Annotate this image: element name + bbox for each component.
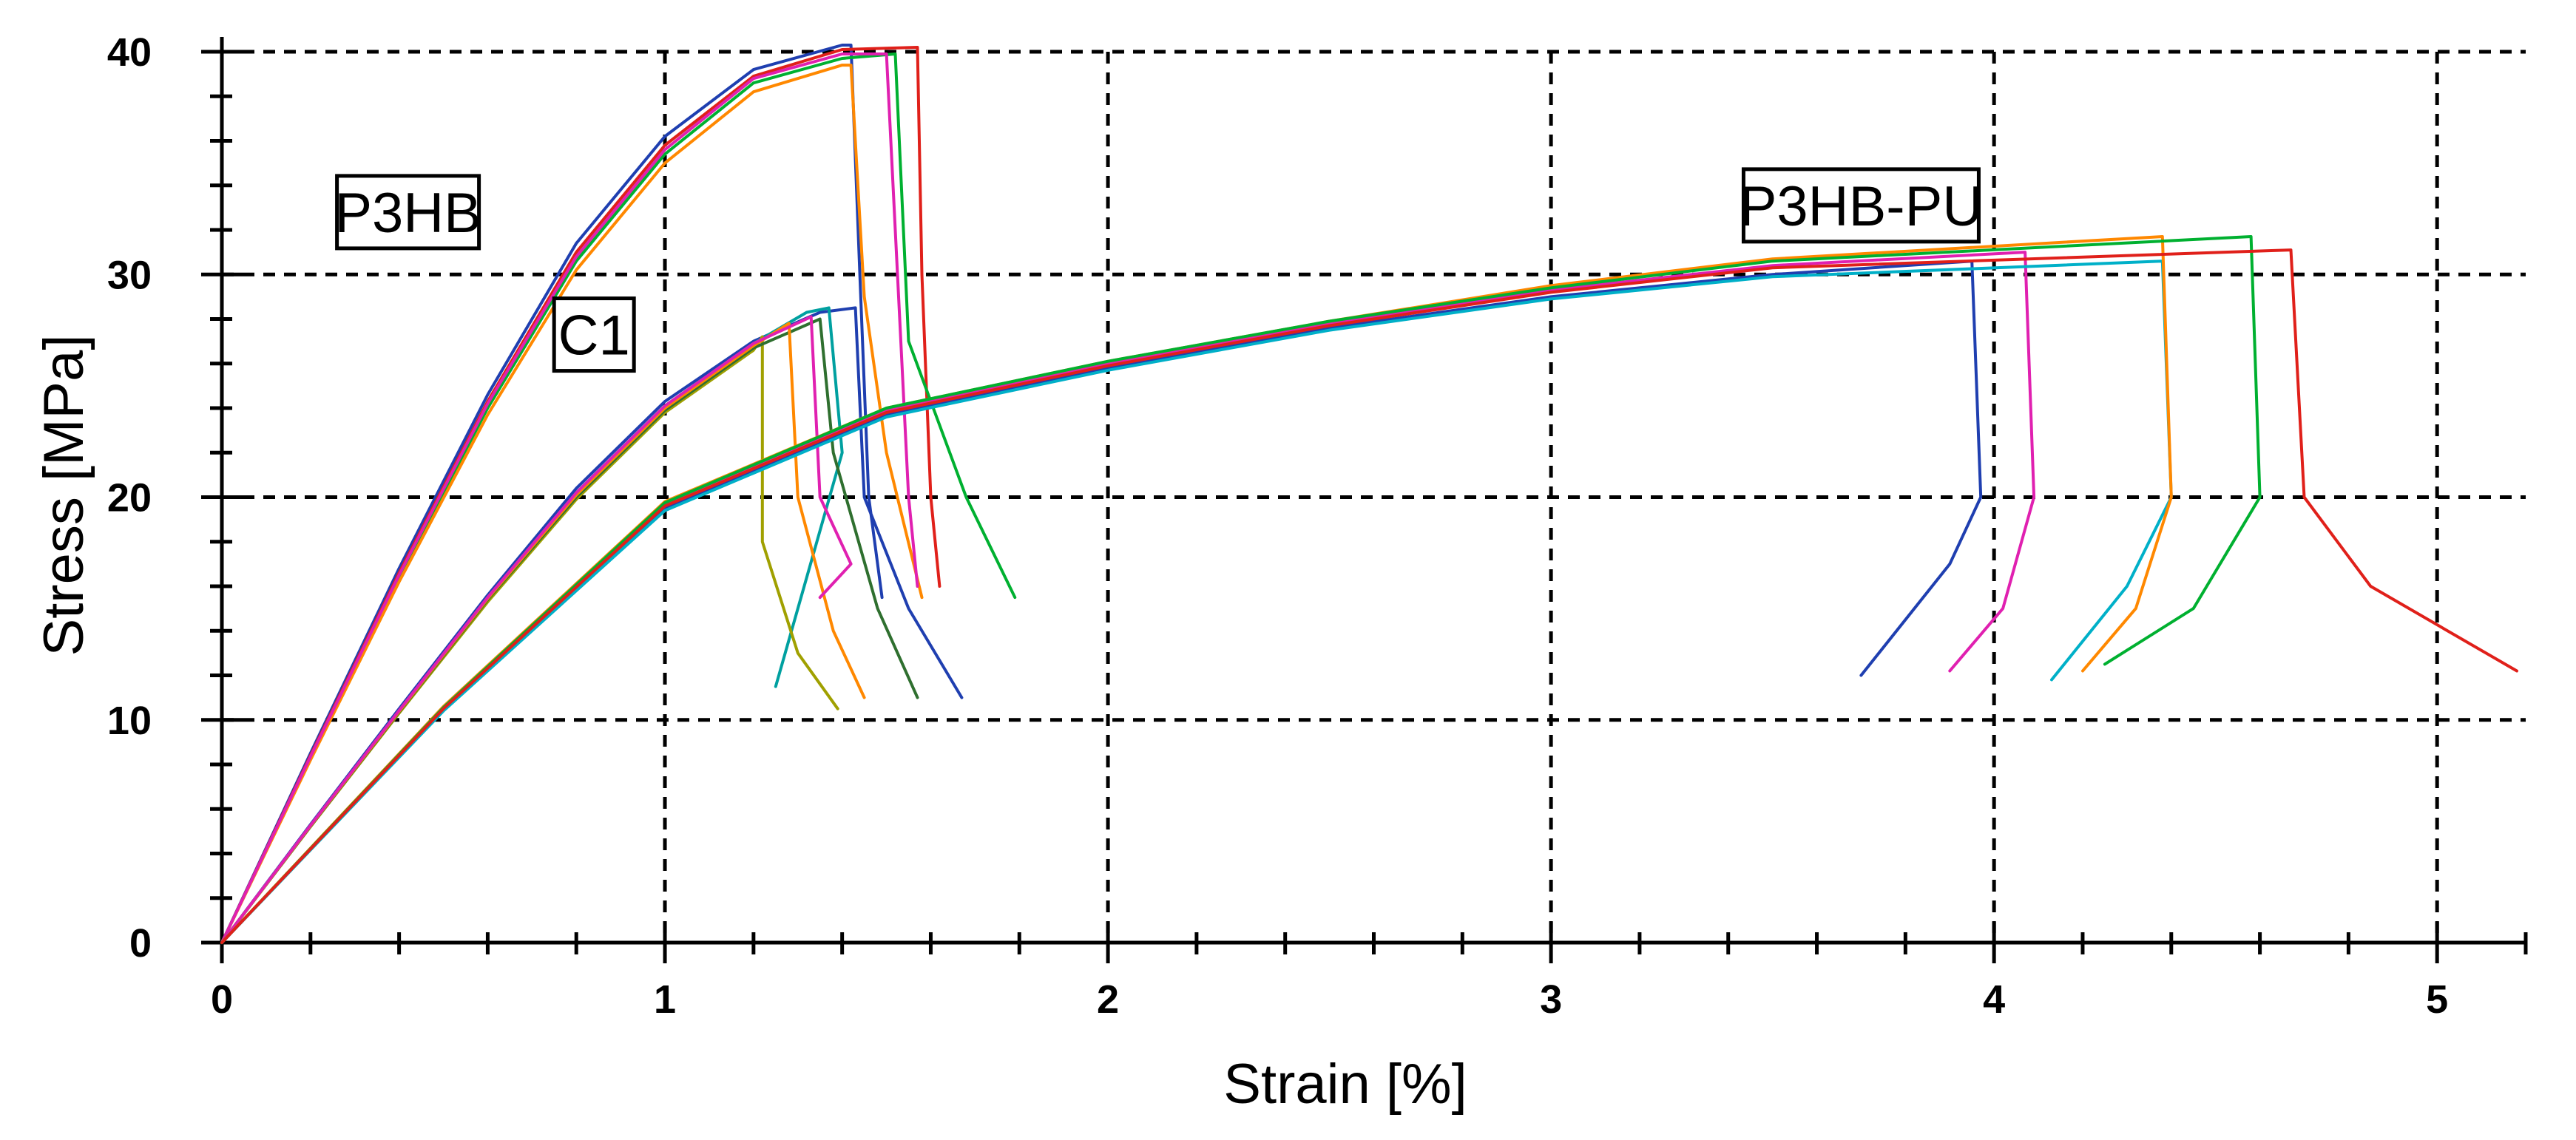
- axes: [201, 37, 2528, 963]
- x-tick-label: 2: [1097, 977, 1119, 1022]
- series-line: [220, 64, 924, 944]
- tick-labels: 0 1 2 3 4 5 0 10 20 30 40: [107, 30, 2448, 1022]
- y-tick-label: 20: [107, 476, 152, 520]
- x-tick-label: 5: [2426, 977, 2448, 1022]
- x-tick-label: 4: [1983, 977, 2005, 1022]
- x-tick-label: 0: [211, 977, 233, 1022]
- annotation-box: [335, 174, 481, 251]
- annotation-label: P3HB: [334, 182, 481, 245]
- y-tick-label: 40: [107, 30, 152, 75]
- series-line: [220, 235, 2262, 944]
- y-tick-label: 30: [107, 253, 152, 297]
- x-tick-label: 3: [1540, 977, 1562, 1022]
- series-line: [220, 259, 2173, 944]
- series-line: [220, 322, 866, 944]
- y-tick-label: 0: [129, 921, 152, 966]
- grid-lines: [222, 50, 2526, 943]
- series-line: [220, 317, 919, 944]
- y-axis-title: Stress [MPa]: [33, 335, 95, 656]
- annotation-label: C1: [558, 305, 630, 367]
- x-axis-title: Strain [%]: [1223, 1053, 1467, 1116]
- series-line: [220, 248, 2518, 944]
- series-line: [220, 235, 2173, 944]
- annotation-box: [1741, 167, 1981, 244]
- y-tick-label: 10: [107, 699, 152, 743]
- series-line: [220, 335, 839, 944]
- series-group-c1: [220, 306, 964, 944]
- series-group-p3hb-pu: [220, 235, 2518, 944]
- x-tick-label: 1: [654, 977, 676, 1022]
- annotation-label: P3HB-PU: [1740, 175, 1983, 238]
- series-line: [220, 44, 884, 944]
- series-line: [220, 251, 2036, 944]
- series-group-p3hb: [220, 44, 1017, 944]
- data-series: [220, 44, 2518, 944]
- series-line: [220, 315, 853, 944]
- annotation-box: [552, 296, 636, 373]
- series-line: [220, 306, 964, 944]
- annotations: P3HB C1 P3HB-PU: [334, 167, 1983, 373]
- series-line: [220, 52, 919, 944]
